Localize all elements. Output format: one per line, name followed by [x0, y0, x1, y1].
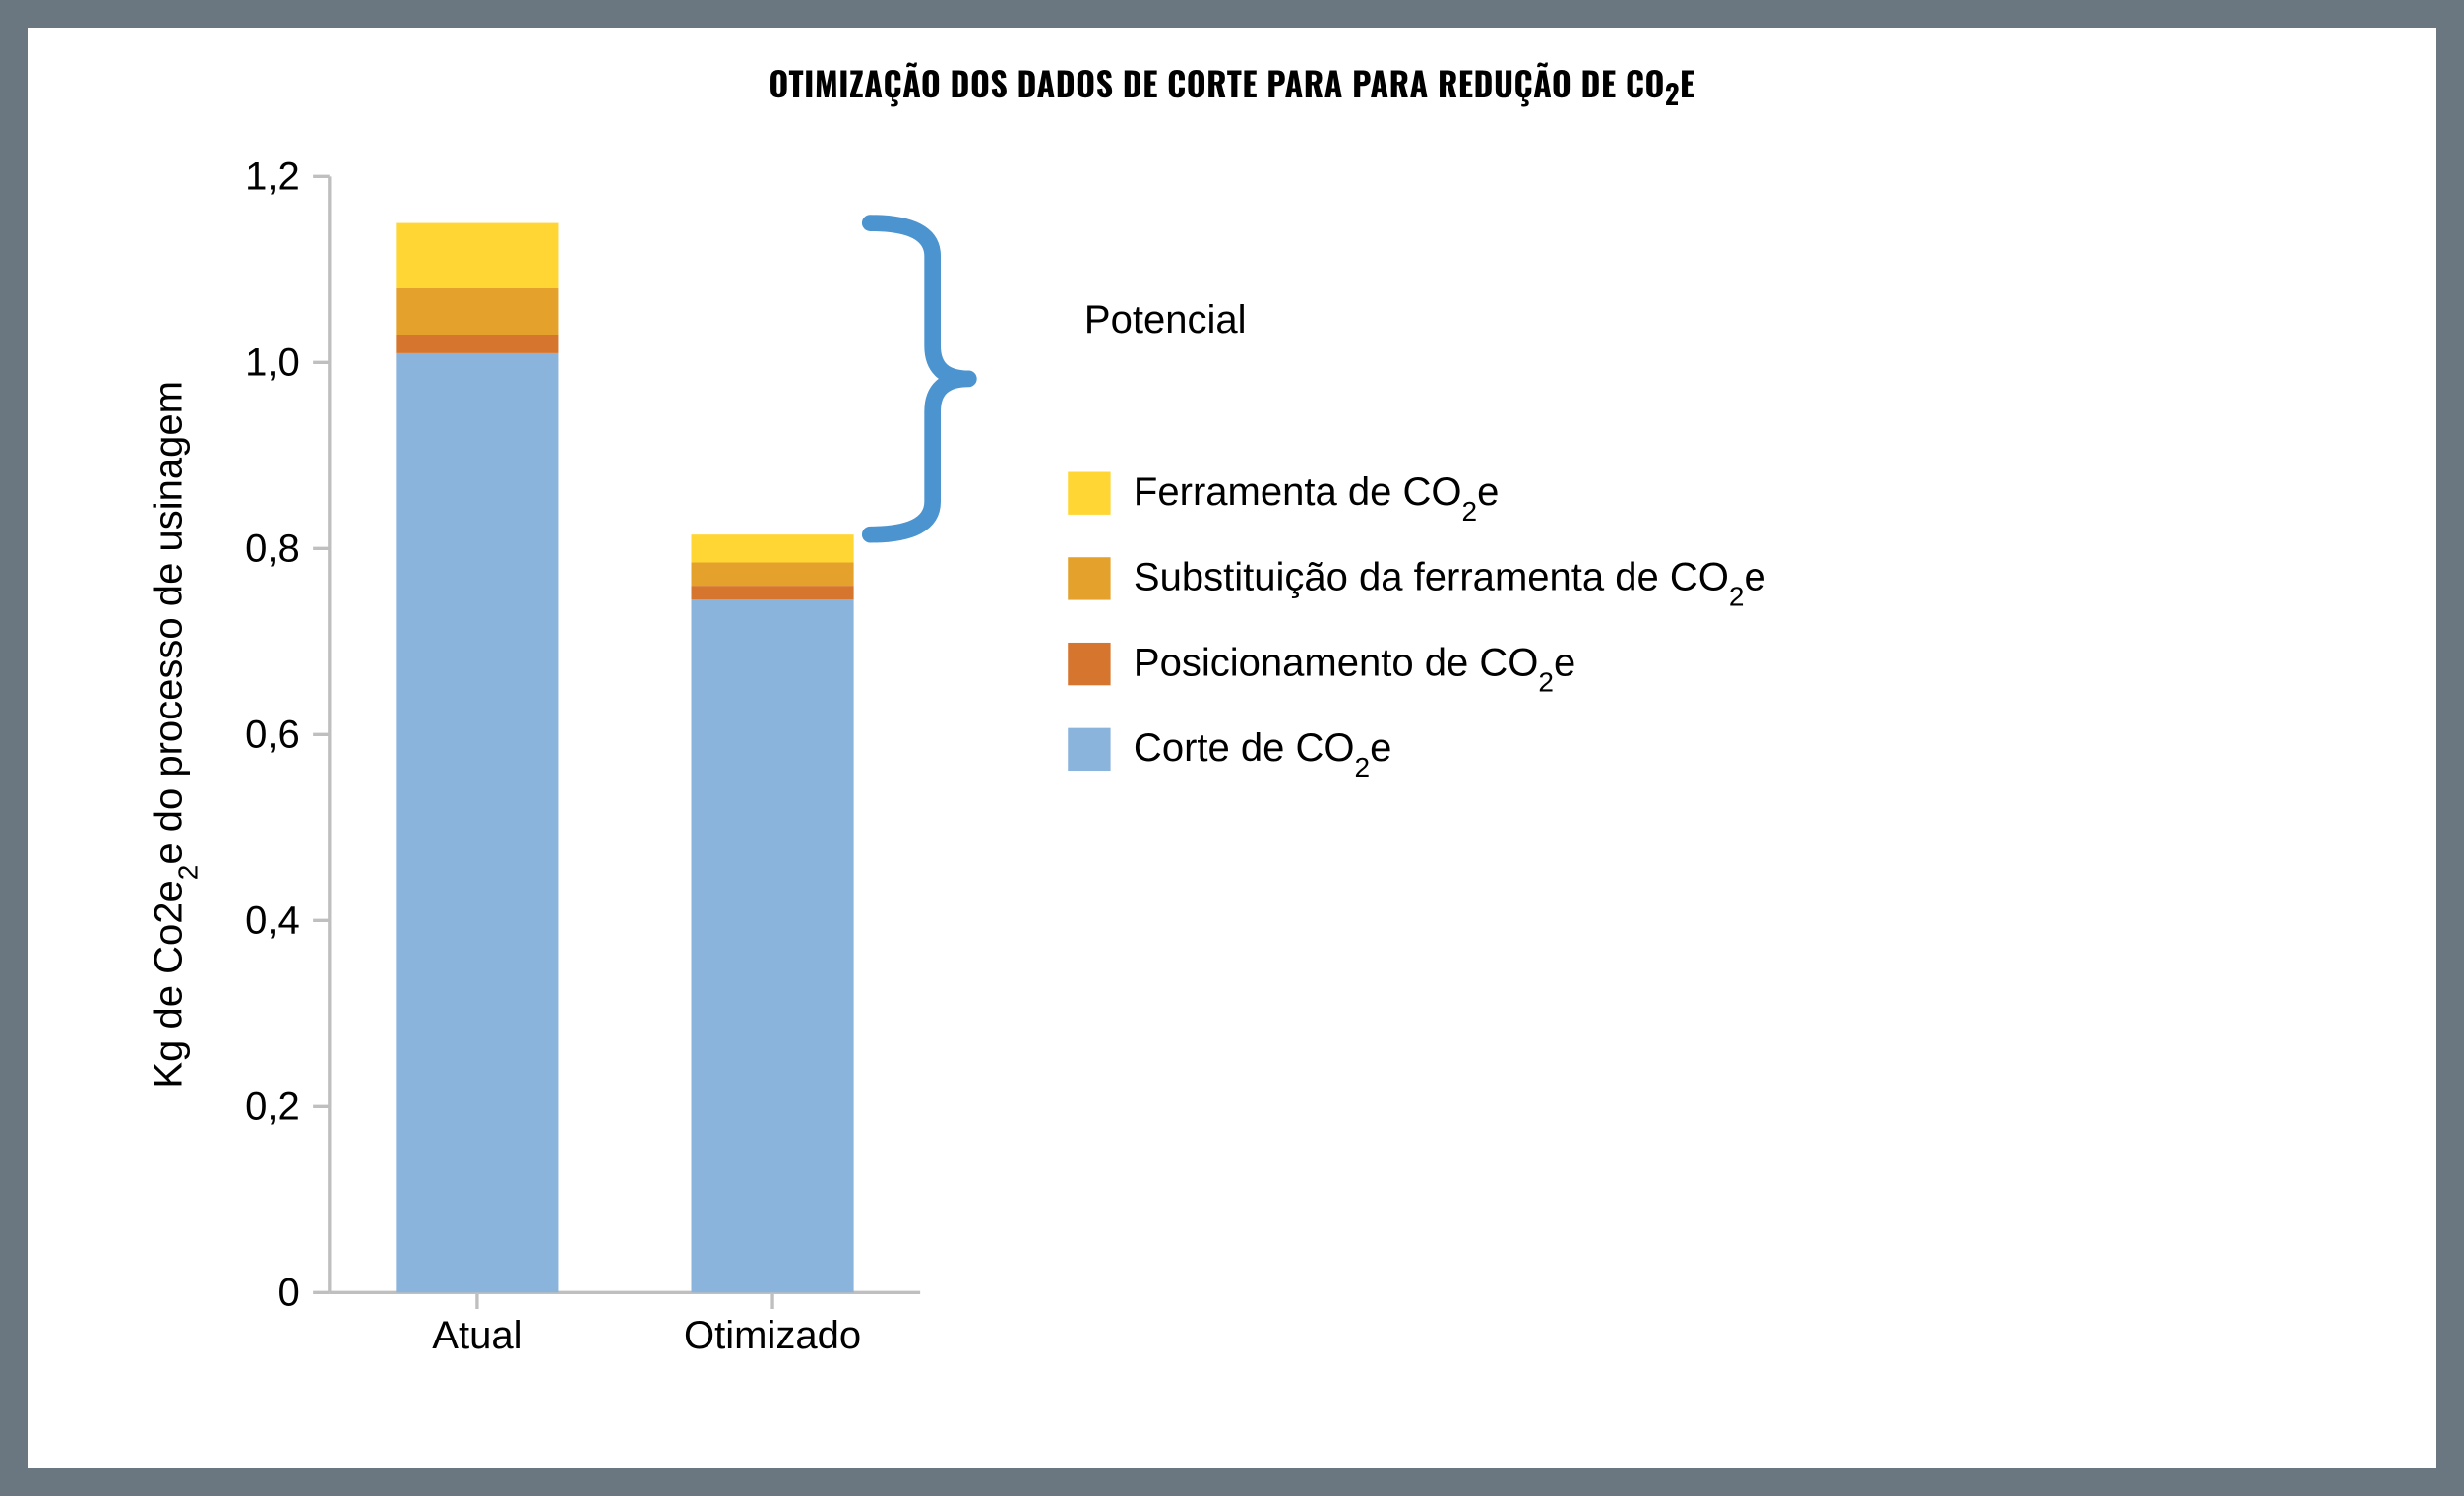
bar-segment-subst [692, 562, 854, 586]
y-axis-label: Kg de Co2e2e do processo de usinagem [148, 381, 204, 1089]
y-tick-label: 0,8 [245, 527, 300, 570]
y-tick-label: 0,4 [245, 899, 300, 942]
bar-segment-posic [692, 586, 854, 599]
bar-segment-ferram [692, 534, 854, 562]
y-tick-label: 0,2 [245, 1085, 300, 1128]
bar-segment-posic [396, 335, 558, 353]
y-tick-label: 1,0 [245, 341, 300, 384]
bar-segment-corte [692, 599, 854, 1292]
potential-brace [870, 222, 968, 534]
x-category-label: Atual [432, 1314, 522, 1357]
chart-panel: OTIMIZAÇÃO DOS DADOS DE CORTE PARA PARA … [28, 28, 2436, 1468]
bar-segment-corte [396, 353, 558, 1292]
legend-label-ferram: Ferramenta de CO2e [1134, 470, 1499, 527]
bar-segment-subst [396, 288, 558, 335]
legend-label-posic: Posicionamento de CO2e [1134, 641, 1575, 697]
potential-label: Potencial [1084, 298, 1247, 342]
legend-label-subst: Substituição da ferramenta de CO2e [1134, 555, 1766, 611]
stacked-bar-chart: 0 0,2 0,4 0,6 0,8 1,0 1,2 Kg de Co2e2e do proce… [67, 144, 2397, 1424]
legend-swatch-ferram [1068, 471, 1110, 514]
chart-area: 0 0,2 0,4 0,6 0,8 1,0 1,2 Kg de Co2e2e do proce… [67, 144, 2397, 1429]
y-tick-label: 1,2 [245, 155, 300, 198]
legend-swatch-corte [1068, 727, 1110, 770]
y-tick-label: 0,6 [245, 713, 300, 756]
legend-swatch-posic [1068, 643, 1110, 685]
legend-label-corte: Corte de CO2e [1134, 726, 1391, 782]
bar-segment-ferram [396, 222, 558, 287]
legend-swatch-subst [1068, 557, 1110, 599]
y-tick-label: 0 [278, 1271, 300, 1314]
chart-title: OTIMIZAÇÃO DOS DADOS DE CORTE PARA PARA … [67, 57, 2397, 114]
x-category-label: Otimizado [684, 1314, 861, 1357]
outer-frame: OTIMIZAÇÃO DOS DADOS DE CORTE PARA PARA … [0, 0, 2464, 1496]
